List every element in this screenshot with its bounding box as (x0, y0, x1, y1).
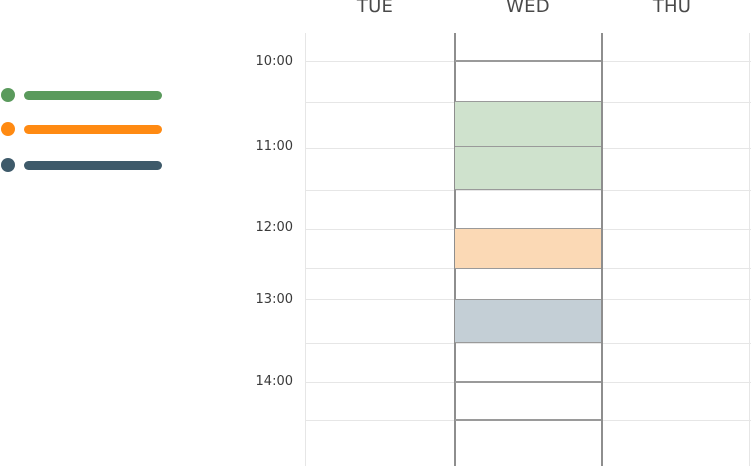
event-block-orange[interactable] (455, 228, 601, 269)
wed-slot-line (455, 60, 601, 62)
grid-line (305, 420, 751, 421)
time-label-13: 13:00 (255, 292, 293, 307)
event-divider (455, 146, 601, 147)
time-label-12: 12:00 (255, 220, 293, 235)
legend-bar-orange (24, 125, 162, 134)
legend-item-green[interactable] (0, 88, 170, 104)
grid-line (305, 382, 751, 383)
wed-column-left-border (454, 33, 456, 466)
event-block-green[interactable] (455, 101, 601, 190)
legend-dot-orange (1, 122, 15, 136)
grid-line (305, 343, 751, 344)
legend-bar-slate (24, 161, 162, 170)
time-label-14: 14:00 (255, 374, 293, 389)
event-block-slate[interactable] (455, 299, 601, 343)
wed-slot-line (455, 381, 601, 383)
wed-column-right-border (601, 33, 603, 466)
legend-item-slate[interactable] (0, 158, 170, 174)
grid-column-line (305, 33, 306, 466)
time-label-11: 11:00 (255, 139, 293, 154)
calendar-grid (305, 33, 751, 466)
wed-slot-line (455, 419, 601, 421)
legend-dot-green (1, 88, 15, 102)
legend (0, 0, 180, 200)
day-header-thu[interactable]: THU (652, 0, 692, 17)
grid-line (305, 190, 751, 191)
grid-line (305, 61, 751, 62)
day-header-wed[interactable]: WED (506, 0, 550, 17)
legend-item-orange[interactable] (0, 122, 170, 138)
time-label-10: 10:00 (255, 54, 293, 69)
legend-bar-green (24, 91, 162, 100)
day-header-tue[interactable]: TUE (356, 0, 394, 17)
legend-dot-slate (1, 158, 15, 172)
grid-column-line (749, 33, 750, 466)
